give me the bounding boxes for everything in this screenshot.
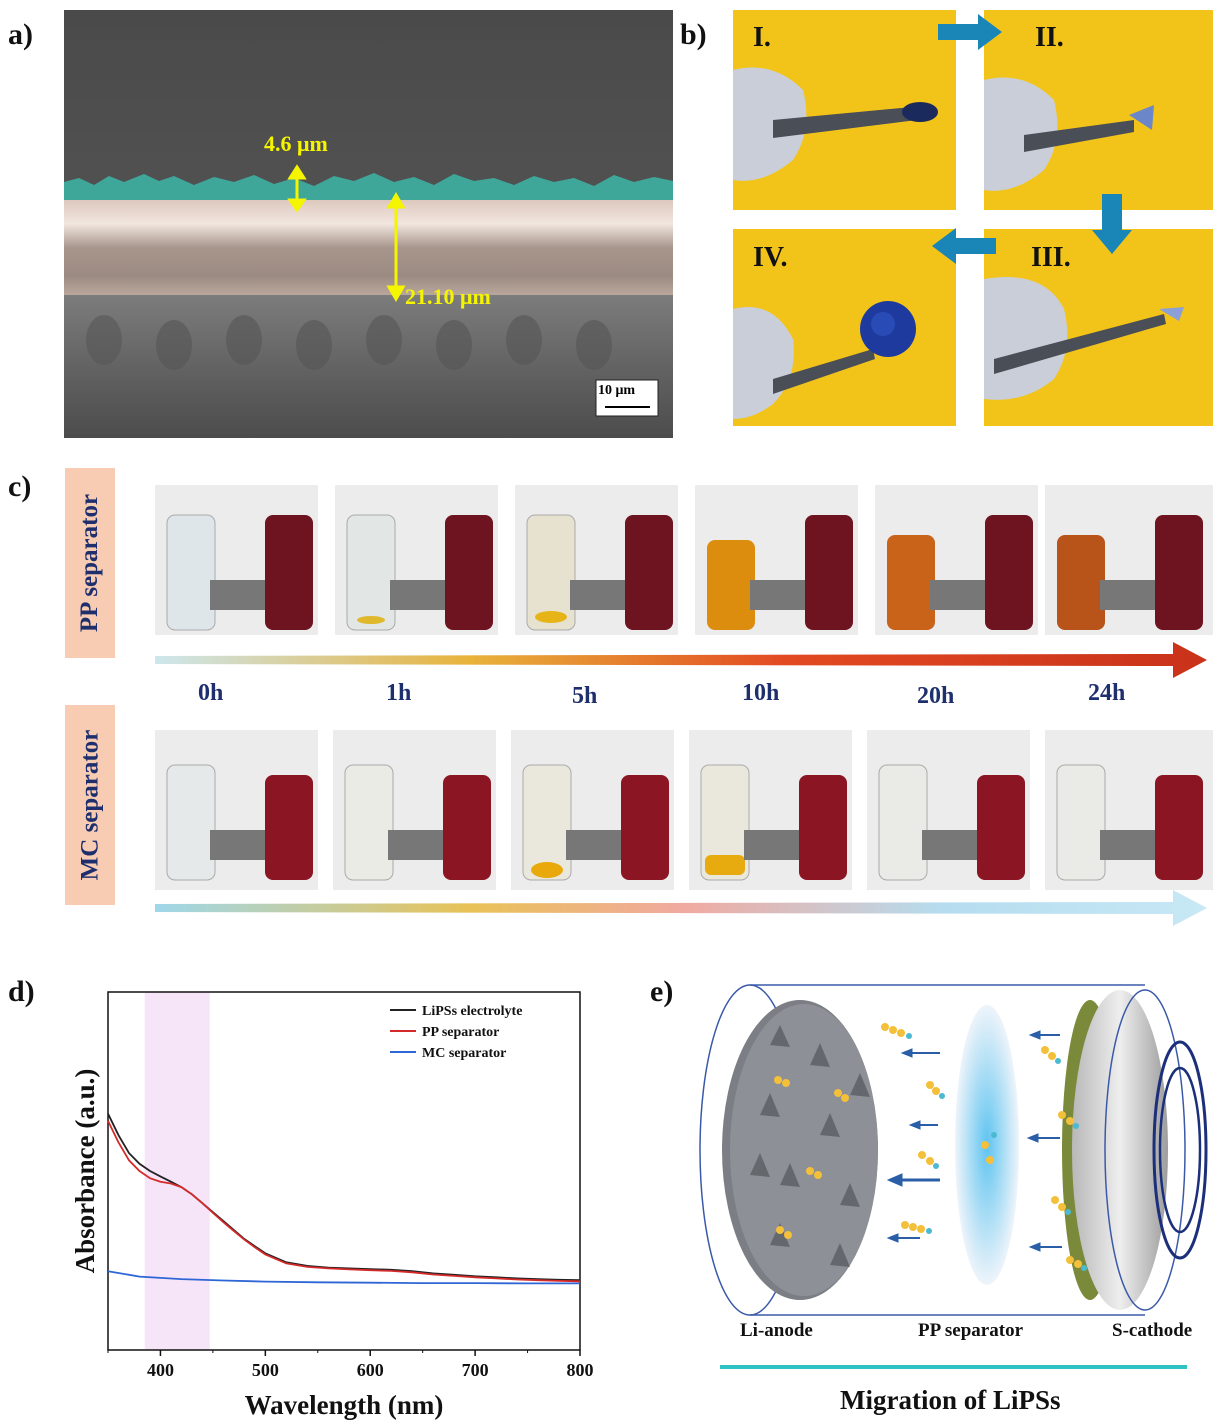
scale-bar-label: 10 μm [598,383,636,398]
sem-image [64,10,673,438]
migration-caption: Migration of LiPSs [840,1385,1061,1415]
panel-e-label: e) [650,975,674,1008]
migration-underline [720,1365,1187,1369]
label-s-cathode: S-cathode [1112,1320,1193,1341]
step-label-3: III. [1031,242,1071,273]
time-label-5h: 5h [572,683,598,709]
absorbance-chart: 400 500 600 700 800 Wavelength (nm) Absorbance… [70,991,594,1420]
panel-b-label: b) [680,18,707,51]
pp-cell-5h [515,485,678,635]
photo-step-3 [984,229,1213,426]
panel-a-label: a) [8,18,33,51]
legend-label-1: PP separator [422,1025,499,1040]
mc-cell-5h [511,730,674,890]
photo-step-4 [733,229,956,426]
pp-cell-1h [335,485,498,635]
row-label-mc: MC separator [65,705,115,905]
x-tick-label-600: 600 [357,1360,384,1380]
pp-cell-0h [155,485,318,635]
mc-cell-10h [689,730,852,890]
time-label-20h: 20h [917,683,955,709]
photo-step-1 [733,10,956,210]
mc-cell-0h [155,730,318,890]
arrow-right-icon [938,14,1002,50]
series-line-1 [107,1120,581,1283]
pp-photo-row [155,485,1213,635]
mc-cell-1h [333,730,496,890]
arrow-down-icon [1092,194,1132,254]
time-label-24h: 24h [1088,680,1126,706]
legend-label-0: LiPSs electrolyte [422,1004,522,1019]
highlight-band [144,992,210,1350]
migration-schematic [690,975,1213,1325]
mc-time-arrow [155,890,1207,926]
mc-cell-20h [867,730,1030,890]
time-label-1h: 1h [386,680,412,706]
x-tick-label-700: 700 [462,1360,489,1380]
photo-step-2 [984,10,1213,210]
thickness-label-mid: 21.10 μm [405,284,491,309]
panel-d-label: d) [8,975,35,1008]
panel-c-label: c) [8,470,32,503]
pp-cell-24h [1045,485,1213,635]
x-axis-label: Wavelength (nm) [245,1390,444,1420]
x-tick-label-400: 400 [147,1360,174,1380]
y-axis-label: Absorbance (a.u.) [70,1069,100,1274]
label-li-anode: Li-anode [740,1320,813,1341]
row-label-pp: PP separator [65,468,115,658]
thickness-label-top: 4.6 μm [264,131,328,156]
time-label-0h: 0h [198,680,224,706]
mc-cell-24h [1045,730,1213,890]
series-line-2 [107,1270,580,1285]
pp-cell-20h [875,485,1038,635]
pp-time-arrow [155,642,1207,678]
label-pp-separator: PP separator [918,1320,1024,1341]
plot-frame [107,991,581,1351]
x-tick-label-800: 800 [567,1360,594,1380]
step-label-4: IV. [753,242,788,273]
arrow-left-icon [932,228,996,264]
step-label-1: I. [753,22,771,53]
pp-cell-10h [695,485,858,635]
series-line-0 [107,1113,581,1282]
x-tick-label-500: 500 [252,1360,279,1380]
time-label-10h: 10h [742,680,780,706]
legend-label-2: MC separator [422,1046,506,1061]
mc-photo-row [155,730,1213,890]
step-label-2: II. [1035,22,1064,53]
